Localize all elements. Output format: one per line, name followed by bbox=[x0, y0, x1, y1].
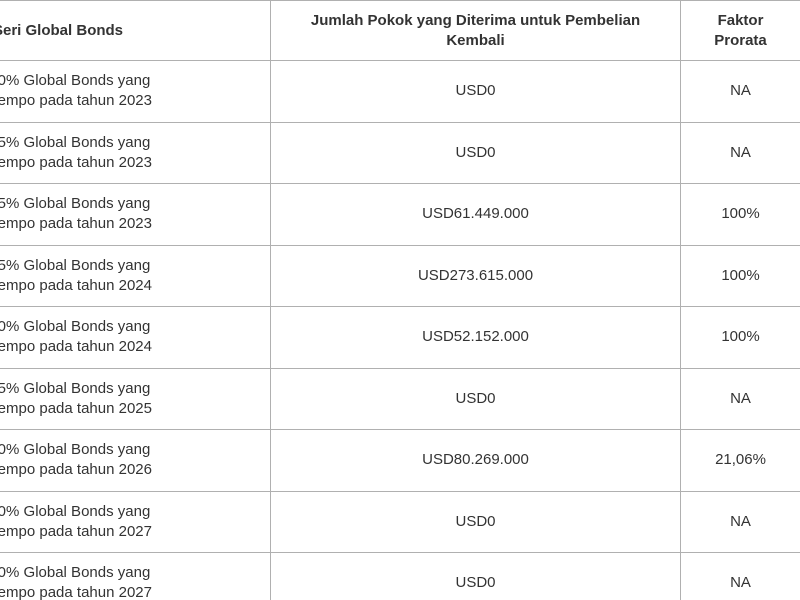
col-header-series: Seri Global Bonds bbox=[0, 1, 271, 61]
cell-amount: USD0 bbox=[271, 122, 681, 184]
cell-factor: NA bbox=[681, 553, 800, 600]
col-header-factor: Faktor Prorata bbox=[681, 1, 800, 61]
table-row: 375% Global Bonds yang h tempo pada tahu… bbox=[0, 245, 800, 307]
cell-factor: NA bbox=[681, 368, 800, 430]
cell-amount: USD52.152.000 bbox=[271, 307, 681, 369]
cell-factor: NA bbox=[681, 491, 800, 553]
cell-amount: USD0 bbox=[271, 61, 681, 123]
cell-amount: USD61.449.000 bbox=[271, 184, 681, 246]
cell-series: 750% Global Bonds yang h tempo pada tahu… bbox=[0, 430, 271, 492]
table-row: 750% Global Bonds yang h tempo pada tahu… bbox=[0, 430, 800, 492]
bonds-table-container: Seri Global Bonds Jumlah Pokok yang Dite… bbox=[0, 0, 800, 600]
table-row: 375% Global Bonds yang h tempo pada tahu… bbox=[0, 122, 800, 184]
cell-amount: USD0 bbox=[271, 553, 681, 600]
cell-factor: 100% bbox=[681, 245, 800, 307]
table-row: 950% Global Bonds yang h tempo pada tahu… bbox=[0, 61, 800, 123]
cell-amount: USD80.269.000 bbox=[271, 430, 681, 492]
table-header-row: Seri Global Bonds Jumlah Pokok yang Dite… bbox=[0, 1, 800, 61]
table-body: 950% Global Bonds yang h tempo pada tahu… bbox=[0, 61, 800, 600]
cell-factor: 21,06% bbox=[681, 430, 800, 492]
cell-factor: 100% bbox=[681, 184, 800, 246]
cell-series: 375% Global Bonds yang h tempo pada tahu… bbox=[0, 122, 271, 184]
cell-amount: USD0 bbox=[271, 491, 681, 553]
cell-factor: 100% bbox=[681, 307, 800, 369]
cell-factor: NA bbox=[681, 122, 800, 184]
bonds-table: Seri Global Bonds Jumlah Pokok yang Dite… bbox=[0, 0, 800, 600]
table-row: 350% Global Bonds yang h tempo pada tahu… bbox=[0, 553, 800, 600]
cell-series: 350% Global Bonds yang h tempo pada tahu… bbox=[0, 491, 271, 553]
cell-series: 375% Global Bonds yang h tempo pada tahu… bbox=[0, 245, 271, 307]
cell-amount: USD273.615.000 bbox=[271, 245, 681, 307]
cell-series: 450% Global Bonds yang h tempo pada tahu… bbox=[0, 307, 271, 369]
cell-factor: NA bbox=[681, 61, 800, 123]
cell-series: 125% Global Bonds yang h tempo pada tahu… bbox=[0, 368, 271, 430]
table-row: 350% Global Bonds yang h tempo pada tahu… bbox=[0, 491, 800, 553]
cell-series: 350% Global Bonds yang h tempo pada tahu… bbox=[0, 553, 271, 600]
table-row: 375% Global Bonds yang h tempo pada tahu… bbox=[0, 184, 800, 246]
table-row: 450% Global Bonds yang h tempo pada tahu… bbox=[0, 307, 800, 369]
table-row: 125% Global Bonds yang h tempo pada tahu… bbox=[0, 368, 800, 430]
cell-amount: USD0 bbox=[271, 368, 681, 430]
cell-series: 375% Global Bonds yang h tempo pada tahu… bbox=[0, 184, 271, 246]
col-header-amount: Jumlah Pokok yang Diterima untuk Pembeli… bbox=[271, 1, 681, 61]
cell-series: 950% Global Bonds yang h tempo pada tahu… bbox=[0, 61, 271, 123]
